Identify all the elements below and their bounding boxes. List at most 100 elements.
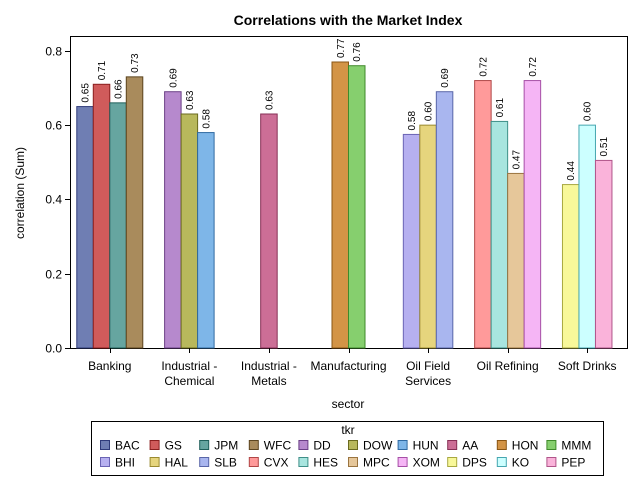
bar-bac (76, 106, 94, 349)
value-label-mmm: 0.76 (352, 42, 363, 62)
legend-swatch-hes (298, 457, 309, 467)
legend-swatch-dow (348, 440, 358, 450)
bar-slb (435, 91, 454, 349)
bar-dd (164, 91, 182, 349)
x-tick-label: Manufacturing (310, 359, 386, 373)
legend-swatch-hal (149, 457, 160, 467)
bar-jpm (109, 102, 127, 349)
legend-label-mpc: MPC (363, 456, 390, 470)
y-axis-label: correlation (Sum) (13, 147, 27, 239)
legend-swatch-gs (149, 440, 160, 450)
legend-swatch-pep (546, 457, 557, 467)
value-label-hun: 0.58 (201, 109, 212, 129)
legend-label-hal: HAL (165, 456, 189, 470)
legend-label-dps: DPS (462, 456, 487, 470)
legend-swatch-bhi (100, 457, 110, 467)
legend-label-gs: GS (165, 439, 182, 453)
value-label-cvx: 0.72 (478, 57, 489, 77)
x-tick-label: Banking (88, 359, 131, 373)
legend: tkr BAC GS JPM WFC DD DOW HUN AA HON MMM BHI HAL SLB… (91, 421, 604, 476)
x-tick-label: Oil Field Services (405, 359, 451, 388)
bar-ko (578, 124, 596, 349)
bar-wfc (125, 76, 144, 349)
value-label-gs: 0.71 (97, 60, 108, 80)
value-label-hes: 0.61 (495, 98, 506, 118)
legend-swatch-wfc (248, 440, 259, 450)
bar-mpc (507, 172, 525, 349)
bars-group: 0.65 0.71 0.66 0.73 0.69 0.63 0.58 0.63 0.77 0.76… (76, 38, 613, 349)
legend-swatch-slb (199, 457, 210, 467)
legend-label-hes: HES (313, 456, 338, 470)
bar-cvx (474, 80, 492, 349)
bar-mmm (348, 65, 366, 349)
legend-label-cvx: CVX (264, 456, 289, 470)
legend-label-bac: BAC (115, 439, 140, 453)
value-label-dow: 0.63 (185, 90, 196, 110)
value-label-bhi: 0.58 (407, 111, 418, 131)
legend-label-hun: HUN (413, 439, 439, 453)
value-label-bac: 0.65 (81, 83, 92, 103)
legend-label-aa: AA (462, 439, 478, 453)
x-tick-label: Soft Drinks (558, 359, 617, 373)
bar-hal (419, 124, 437, 349)
legend-label-ko: KO (512, 456, 529, 470)
value-label-dd: 0.69 (168, 68, 179, 88)
value-label-hal: 0.60 (424, 101, 435, 121)
legend-swatch-hon (496, 440, 507, 450)
legend-label-jpm: JPM (214, 439, 238, 453)
value-label-wfc: 0.73 (130, 53, 141, 73)
x-axis: Banking Industrial -Chemical Industrial -M… (88, 348, 617, 388)
y-tick-label: 0.0 (45, 342, 62, 356)
legend-label-dow: DOW (363, 439, 393, 453)
y-tick-label: 0.8 (45, 45, 62, 59)
legend-title: tkr (341, 423, 354, 437)
y-tick-label: 0.4 (45, 193, 62, 207)
legend-label-slb: SLB (214, 456, 237, 470)
legend-swatch-hun (397, 440, 408, 450)
bar-bhi (402, 133, 421, 349)
legend-label-dd: DD (313, 439, 331, 453)
value-label-ko: 0.60 (583, 101, 594, 121)
x-axis-label: sector (332, 397, 365, 411)
chart-title: Correlations with the Market Index (234, 12, 463, 28)
x-tick-label: Industrial -Metals (241, 359, 297, 388)
y-tick-label: 0.2 (45, 268, 62, 282)
legend-swatch-mpc (348, 457, 358, 467)
legend-swatch-dd (298, 440, 309, 450)
legend-label-pep: PEP (561, 456, 585, 470)
value-label-jpm: 0.66 (114, 79, 125, 99)
value-label-xom: 0.72 (528, 57, 539, 77)
legend-swatch-cvx (248, 457, 259, 467)
legend-label-mmm: MMM (561, 439, 591, 453)
legend-swatch-ko (496, 457, 507, 467)
bar-gs (92, 83, 111, 349)
legend-swatch-jpm (199, 440, 210, 450)
bar-hon (331, 61, 349, 349)
legend-swatch-xom (397, 457, 408, 467)
legend-label-bhi: BHI (115, 456, 135, 470)
legend-swatch-mmm (546, 440, 557, 450)
bar-aa (260, 113, 278, 349)
value-label-slb: 0.69 (440, 68, 451, 88)
bar-xom (523, 80, 542, 349)
bar-dps (561, 184, 580, 349)
x-tick-label: Oil Refining (477, 359, 539, 373)
legend-label-xom: XOM (413, 456, 440, 470)
x-tick-label: Industrial -Chemical (161, 359, 217, 388)
bar-hes (490, 120, 509, 349)
bar-hun (197, 132, 215, 349)
value-label-aa: 0.63 (264, 90, 275, 110)
y-axis: 0.0 0.2 0.4 0.6 0.8 (45, 45, 70, 356)
bar-pep (594, 159, 613, 349)
value-label-mpc: 0.47 (511, 150, 522, 170)
legend-label-wfc: WFC (264, 439, 292, 453)
value-label-pep: 0.51 (599, 137, 610, 157)
value-label-dps: 0.44 (566, 161, 577, 181)
legend-swatch-dps (447, 457, 458, 467)
legend-label-hon: HON (512, 439, 539, 453)
legend-swatch-aa (447, 440, 458, 450)
bar-dow (180, 113, 199, 349)
legend-frame (91, 421, 604, 476)
legend-swatch-bac (100, 440, 110, 450)
